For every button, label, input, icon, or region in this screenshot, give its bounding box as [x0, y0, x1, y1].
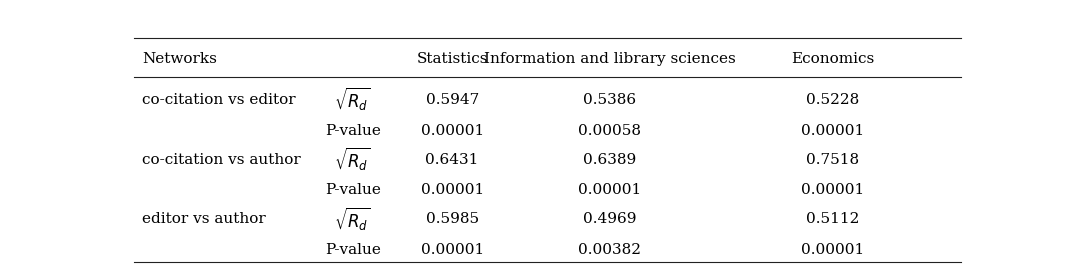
Text: 0.5947: 0.5947 — [425, 93, 478, 107]
Text: 0.00001: 0.00001 — [801, 243, 864, 257]
Text: P-value: P-value — [325, 124, 381, 138]
Text: Statistics: Statistics — [417, 52, 488, 66]
Text: co-citation vs author: co-citation vs author — [142, 152, 300, 167]
Text: 0.5112: 0.5112 — [806, 212, 860, 226]
Text: Economics: Economics — [791, 52, 875, 66]
Text: 0.5228: 0.5228 — [806, 93, 860, 107]
Text: 0.00001: 0.00001 — [578, 183, 641, 197]
Text: $\sqrt{R_d}$: $\sqrt{R_d}$ — [334, 146, 372, 173]
Text: Information and library sciences: Information and library sciences — [484, 52, 735, 66]
Text: 0.6389: 0.6389 — [583, 152, 637, 167]
Text: P-value: P-value — [325, 243, 381, 257]
Text: 0.5386: 0.5386 — [583, 93, 635, 107]
Text: 0.00001: 0.00001 — [421, 243, 484, 257]
Text: 0.5985: 0.5985 — [426, 212, 478, 226]
Text: 0.00001: 0.00001 — [421, 183, 484, 197]
Text: 0.00058: 0.00058 — [578, 124, 641, 138]
Text: 0.4969: 0.4969 — [583, 212, 637, 226]
Text: 0.6431: 0.6431 — [425, 152, 478, 167]
Text: 0.00001: 0.00001 — [421, 124, 484, 138]
Text: 0.00001: 0.00001 — [801, 183, 864, 197]
Text: 0.7518: 0.7518 — [806, 152, 860, 167]
Text: 0.00001: 0.00001 — [801, 124, 864, 138]
Text: co-citation vs editor: co-citation vs editor — [142, 93, 296, 107]
Text: 0.00382: 0.00382 — [578, 243, 641, 257]
Text: P-value: P-value — [325, 183, 381, 197]
Text: editor vs author: editor vs author — [142, 212, 266, 226]
Text: $\sqrt{R_d}$: $\sqrt{R_d}$ — [334, 206, 372, 233]
Text: $\sqrt{R_d}$: $\sqrt{R_d}$ — [334, 86, 372, 113]
Text: Networks: Networks — [142, 52, 217, 66]
